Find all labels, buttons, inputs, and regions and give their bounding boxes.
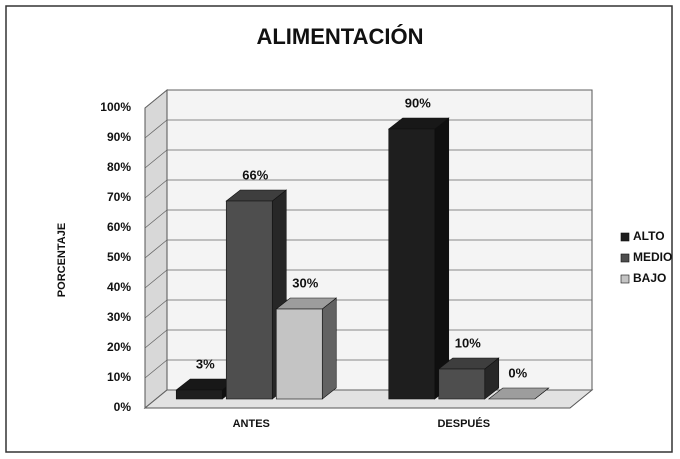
- grid-line-side: [144, 359, 168, 379]
- chart-title: ALIMENTACIÓN: [256, 24, 423, 49]
- value-label: 3%: [196, 356, 215, 371]
- bar: [175, 389, 223, 400]
- grid-line-side: [144, 329, 168, 349]
- y-tick-label: 60%: [107, 220, 131, 234]
- bar: [388, 128, 436, 400]
- y-tick-label: 30%: [107, 310, 131, 324]
- grid-line-side: [144, 299, 168, 319]
- y-tick-label: 50%: [107, 250, 131, 264]
- legend-label: BAJO: [633, 271, 666, 285]
- y-tick-label: 10%: [107, 370, 131, 384]
- value-label: 66%: [242, 167, 268, 182]
- y-tick-label: 70%: [107, 190, 131, 204]
- bar-side: [321, 297, 337, 400]
- bar-top: [487, 387, 550, 400]
- grid-line-side: [144, 179, 168, 199]
- value-label: 0%: [508, 365, 527, 380]
- bar: [225, 200, 273, 400]
- y-axis-label: PORCENTAJE: [56, 223, 68, 297]
- grid-line-side: [144, 119, 168, 139]
- y-tick-label: 100%: [100, 100, 131, 114]
- y-tick-label: 90%: [107, 130, 131, 144]
- legend-label: MEDIO: [633, 250, 672, 264]
- x-tick-label: DESPUÉS: [437, 417, 490, 430]
- value-label: 10%: [455, 335, 481, 350]
- y-tick-label: 40%: [107, 280, 131, 294]
- legend-label: ALTO: [633, 229, 665, 243]
- bar: [438, 368, 486, 400]
- grid-line-side: [144, 239, 168, 259]
- y-tick-label: 20%: [107, 340, 131, 354]
- bar: [275, 308, 323, 400]
- grid-line-side: [144, 149, 168, 169]
- grid-line-side: [144, 209, 168, 229]
- y-tick-label: 0%: [114, 400, 132, 414]
- grid-line-side: [144, 89, 168, 109]
- x-tick-label: ANTES: [233, 418, 270, 430]
- grid-line-side: [144, 269, 168, 289]
- value-label: 30%: [292, 275, 318, 290]
- legend-swatch: [620, 274, 630, 284]
- legend-swatch: [620, 232, 630, 242]
- bar-side: [434, 117, 450, 400]
- legend-swatch: [620, 253, 630, 263]
- y-tick-label: 80%: [107, 160, 131, 174]
- value-label: 90%: [405, 95, 431, 110]
- grid-line-side: [144, 389, 168, 409]
